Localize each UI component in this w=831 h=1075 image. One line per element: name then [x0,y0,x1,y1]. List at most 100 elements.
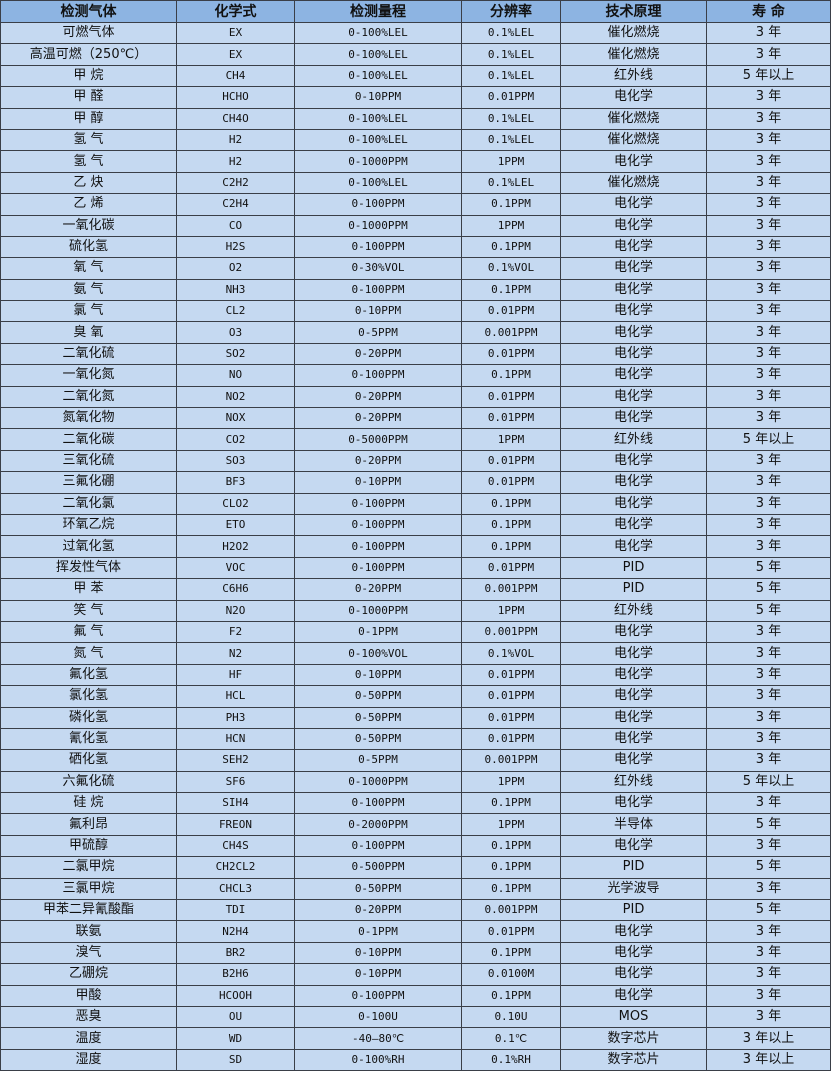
table-row: 氟化氢 HF 0-10PPM 0.01PPM 电化学 3 年 [0,663,831,687]
table-row: 氮 气 N2 0-100%VOL 0.1%VOL 电化学 3 年 [0,642,831,665]
principle-cell: 电化学 [560,235,707,259]
lifespan-cell: 3 年 [706,706,831,729]
table-row: 甲硫醇 CH4S 0-100PPM 0.1PPM 电化学 3 年 [0,834,831,858]
lifespan-cell: 5 年 [706,599,831,622]
range-cell: 0-100PPM [294,792,462,815]
principle-cell: 电化学 [560,86,707,109]
range-cell: 0-1000PPM [294,599,462,622]
range-cell: 0-20PPM [294,578,462,601]
resolution-cell: 0.1PPM [461,193,561,216]
principle-cell: 电化学 [560,642,707,665]
formula-cell: PH3 [176,706,295,729]
lifespan-cell: 3 年 [706,171,831,195]
formula-cell: CLO2 [176,492,295,515]
resolution-cell: 0.01PPM [461,556,561,580]
table-row: 硅 烷 SIH4 0-100PPM 0.1PPM 电化学 3 年 [0,792,831,815]
principle-cell: MOS [560,1005,707,1029]
lifespan-cell: 3 年 [706,749,831,772]
gas-cell: 氨 气 [0,278,177,302]
header-resolution: 分辨率 [461,0,561,23]
resolution-cell: 1PPM [461,150,561,173]
formula-cell: CL2 [176,300,295,323]
formula-cell: C6H6 [176,578,295,601]
range-cell: 0-30%VOL [294,257,462,280]
table-body: 可燃气体 EX 0-100%LEL 0.1%LEL 催化燃烧 3 年高温可燃（250℃） E… [0,21,831,1072]
gas-cell: 氟 气 [0,620,177,644]
table-row: 甲 醇 CH4O 0-100%LEL 0.1%LEL 催化燃烧 3 年 [0,107,831,130]
lifespan-cell: 3 年 [706,792,831,815]
formula-cell: O3 [176,321,295,344]
principle-cell: PID [560,856,707,879]
principle-cell: 电化学 [560,663,707,687]
principle-cell: 催化燃烧 [560,128,707,152]
principle-cell: PID [560,578,707,601]
range-cell: 0-100PPM [294,556,462,580]
lifespan-cell: 3 年 [706,278,831,302]
table-row: 甲 醛 HCHO 0-10PPM 0.01PPM 电化学 3 年 [0,86,831,109]
formula-cell: EX [176,43,295,66]
principle-cell: 电化学 [560,193,707,216]
principle-cell: 电化学 [560,342,707,366]
gas-cell: 氧 气 [0,257,177,280]
resolution-cell: 0.1PPM [461,492,561,515]
resolution-cell: 0.01PPM [461,86,561,109]
gas-cell: 硫化氢 [0,235,177,259]
principle-cell: 电化学 [560,792,707,815]
formula-cell: B2H6 [176,963,295,986]
principle-cell: PID [560,556,707,580]
lifespan-cell: 3 年 [706,86,831,109]
range-cell: -40—80℃ [294,1027,462,1050]
resolution-cell: 0.1PPM [461,877,561,901]
resolution-cell: 0.01PPM [461,663,561,687]
lifespan-cell: 3 年 [706,43,831,66]
formula-cell: CH2CL2 [176,856,295,879]
table-row: 二氧化硫 SO2 0-20PPM 0.01PPM 电化学 3 年 [0,342,831,366]
gas-cell: 笑 气 [0,599,177,622]
table-row: 硫化氢 H2S 0-100PPM 0.1PPM 电化学 3 年 [0,235,831,259]
lifespan-cell: 5 年以上 [706,428,831,451]
range-cell: 0-5PPM [294,749,462,772]
resolution-cell: 0.1PPM [461,941,561,965]
table-row: 温度 WD -40—80℃ 0.1℃ 数字芯片 3 年以上 [0,1027,831,1050]
formula-cell: C2H4 [176,193,295,216]
formula-cell: HCL [176,685,295,708]
gas-cell: 甲 苯 [0,578,177,601]
gas-cell: 氯 气 [0,300,177,323]
range-cell: 0-20PPM [294,407,462,430]
resolution-cell: 0.1PPM [461,984,561,1007]
table-row: 臭 氧 O3 0-5PPM 0.001PPM 电化学 3 年 [0,321,831,344]
lifespan-cell: 3 年 [706,21,831,45]
principle-cell: 电化学 [560,385,707,409]
table-row: 二氧化碳 CO2 0-5000PPM 1PPM 红外线 5 年以上 [0,428,831,451]
principle-cell: 电化学 [560,300,707,323]
formula-cell: HF [176,663,295,687]
table-row: 甲 烷 CH4 0-100%LEL 0.1%LEL 红外线 5 年以上 [0,64,831,88]
formula-cell: NOX [176,407,295,430]
resolution-cell: 0.01PPM [461,300,561,323]
principle-cell: 电化学 [560,685,707,708]
range-cell: 0-1000PPM [294,770,462,794]
range-cell: 0-1000PPM [294,214,462,237]
principle-cell: 电化学 [560,492,707,515]
gas-cell: 高温可燃（250℃） [0,43,177,66]
header-gas: 检测气体 [0,0,177,23]
formula-cell: HCHO [176,86,295,109]
principle-cell: 电化学 [560,321,707,344]
table-row: 硒化氢 SEH2 0-5PPM 0.001PPM 电化学 3 年 [0,749,831,772]
table-row: 氰化氢 HCN 0-50PPM 0.01PPM 电化学 3 年 [0,727,831,751]
resolution-cell: 0.1PPM [461,535,561,558]
resolution-cell: 0.01PPM [461,407,561,430]
table-row: 三氟化硼 BF3 0-10PPM 0.01PPM 电化学 3 年 [0,471,831,494]
table-row: 氟利昂 FREON 0-2000PPM 1PPM 半导体 5 年 [0,813,831,836]
lifespan-cell: 3 年 [706,235,831,259]
resolution-cell: 1PPM [461,428,561,451]
lifespan-cell: 3 年 [706,642,831,665]
formula-cell: WD [176,1027,295,1050]
resolution-cell: 0.1%VOL [461,642,561,665]
lifespan-cell: 3 年 [706,300,831,323]
range-cell: 0-100PPM [294,193,462,216]
lifespan-cell: 3 年 [706,449,831,473]
gas-cell: 三氯甲烷 [0,877,177,901]
gas-cell: 二氧化碳 [0,428,177,451]
resolution-cell: 0.001PPM [461,620,561,644]
